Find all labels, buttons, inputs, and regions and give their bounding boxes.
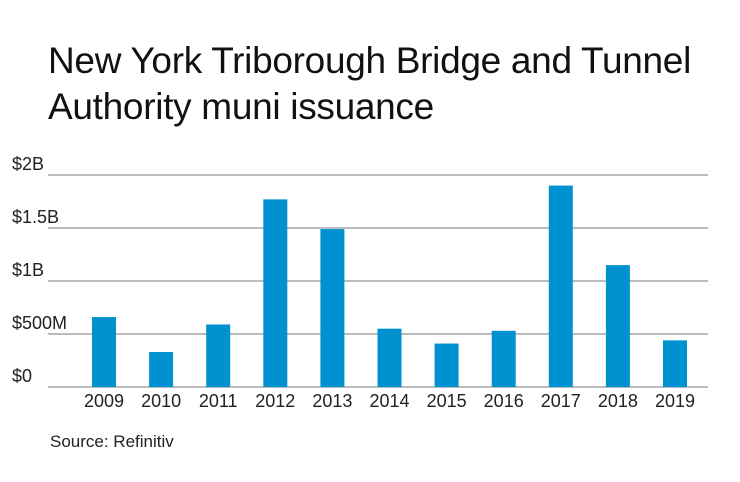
y-tick-label: $500M [12,313,67,333]
chart-title: New York Triborough Bridge and Tunnel Au… [48,40,691,127]
bar-2011 [206,324,231,387]
y-tick-label: $1B [12,260,44,280]
x-tick-label: 2009 [84,391,124,411]
x-tick-label: 2016 [484,391,524,411]
x-tick-label: 2010 [141,391,181,411]
bar-2017 [548,185,573,387]
x-tick-label: 2014 [369,391,409,411]
x-tick-label: 2013 [312,391,352,411]
bar-2018 [605,265,630,387]
x-tick-label: 2015 [427,391,467,411]
bar-2010 [149,352,174,387]
chart-source-note: Source: Refinitiv [50,432,174,451]
x-tick-label: 2011 [199,391,238,411]
y-axis-tick-labels: $0 $500M $1B $1.5B $2B [12,154,67,386]
x-tick-label: 2018 [598,391,638,411]
bar-2009 [92,317,116,387]
bar-2015 [434,343,459,387]
x-tick-label: 2017 [541,391,581,411]
bar-2012 [263,199,288,387]
y-tick-label: $2B [12,154,44,174]
x-axis-tick-labels: 2009 2010 2011 2012 2013 2014 2015 2016 2017 2018… [84,391,695,411]
bar-2019 [663,340,687,387]
bar-2014 [377,328,402,387]
bar-2016 [491,330,516,387]
bar-2013 [320,229,345,387]
x-tick-label: 2019 [655,391,695,411]
bars [92,185,687,387]
y-tick-label: $0 [12,366,32,386]
y-tick-label: $1.5B [12,207,59,227]
x-tick-label: 2012 [255,391,295,411]
